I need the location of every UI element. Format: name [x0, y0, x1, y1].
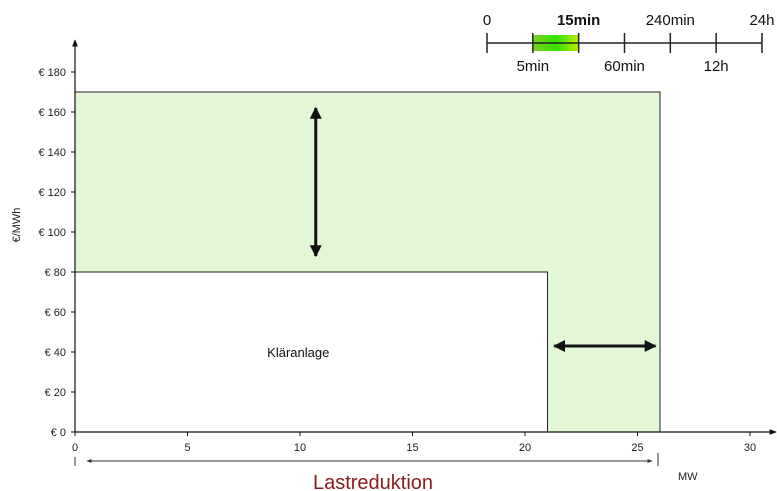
- timeline-label: 240min: [646, 12, 695, 29]
- timeline: 0 5min 15min 60min 240min 12h 24h: [483, 12, 775, 75]
- regions: Kläranlage: [74, 91, 661, 433]
- timeline-label: 12h: [704, 58, 729, 75]
- y-tick-label: € 140: [38, 147, 66, 159]
- timeline-label: 15min: [557, 12, 600, 29]
- timeline-label: 5min: [517, 58, 550, 75]
- timeline-label: 24h: [749, 12, 774, 29]
- y-tick-label: € 180: [38, 67, 66, 79]
- x-axis-title: MW: [678, 471, 698, 483]
- arrows: [309, 106, 657, 352]
- y-tick-label: € 160: [38, 107, 66, 119]
- timeline-label: 0: [483, 12, 491, 29]
- x-tick-label: 20: [519, 442, 531, 454]
- x-tick-label: 25: [631, 442, 643, 454]
- x-tick-label: 30: [744, 442, 756, 454]
- y-tick-label: € 120: [38, 187, 66, 199]
- axes: 0 5 10 15 20 25 30 € 0 € 20 € 40 € 60 € 80 € 100 € 12…: [38, 39, 777, 454]
- region-klaeranlage: [74, 271, 548, 433]
- region-label: Kläranlage: [267, 345, 329, 360]
- bracket: [74, 453, 659, 466]
- x-tick-label: 5: [184, 442, 190, 454]
- bracket-label: Lastreduktion: [313, 472, 433, 491]
- y-tick-label: € 40: [45, 347, 66, 359]
- timeline-label: 60min: [604, 58, 645, 75]
- y-tick-label: € 80: [45, 267, 66, 279]
- y-axis-title: €/MWh: [11, 208, 23, 243]
- y-tick-label: € 60: [45, 307, 66, 319]
- x-tick-label: 15: [406, 442, 418, 454]
- x-tick-label: 10: [294, 442, 306, 454]
- x-tick-label: 0: [72, 442, 78, 454]
- y-tick-label: € 100: [38, 227, 66, 239]
- y-tick-label: € 20: [45, 387, 66, 399]
- y-tick-label: € 0: [51, 427, 66, 439]
